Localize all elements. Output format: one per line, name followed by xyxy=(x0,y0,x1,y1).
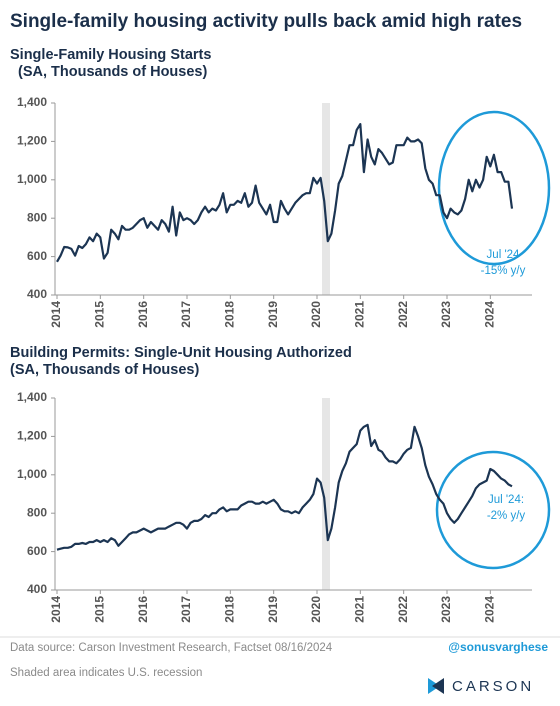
line xyxy=(56,123,514,263)
x-tick-label: 2017 xyxy=(179,301,193,328)
y-tick-label: 1,200 xyxy=(17,429,47,443)
annotation: -15% y/y xyxy=(481,265,526,277)
x-tick-label: 2022 xyxy=(396,596,410,623)
x-tick-label: 2015 xyxy=(93,596,107,623)
x-tick-label: 2014 xyxy=(49,301,63,328)
recession-shade xyxy=(322,103,330,295)
logo: CARSON xyxy=(428,678,534,695)
highlight-ellipse xyxy=(435,450,551,570)
handle: @sonusvarghese xyxy=(448,640,548,654)
x-tick-label: 2015 xyxy=(93,301,107,328)
x-tick-label: 2016 xyxy=(136,596,150,623)
x-tick-label: 2017 xyxy=(179,596,193,623)
x-tick-label: 2020 xyxy=(309,596,323,623)
logo-mark xyxy=(432,678,444,694)
x-tick-label: 2019 xyxy=(266,596,280,623)
x-tick-label: 2021 xyxy=(353,301,367,328)
x-tick-label: 2022 xyxy=(396,301,410,328)
y-tick-label: 400 xyxy=(27,287,47,301)
annotation: Jul '24: xyxy=(488,494,524,506)
chart-subtitle: (SA, Thousands of Houses) xyxy=(18,64,207,80)
x-tick-label: 2014 xyxy=(49,596,63,623)
chart-title: Single-Family Housing Starts xyxy=(10,47,211,63)
y-tick-label: 1,200 xyxy=(17,134,47,148)
x-tick-label: 2018 xyxy=(223,596,237,623)
y-tick-label: 1,400 xyxy=(17,95,47,109)
x-tick-label: 2016 xyxy=(136,301,150,328)
x-tick-label: 2020 xyxy=(309,301,323,328)
y-tick-label: 400 xyxy=(27,582,47,596)
chart-title: Building Permits: Single-Unit Housing Au… xyxy=(10,345,352,361)
y-tick-label: 1,000 xyxy=(17,172,47,186)
recession-shade xyxy=(322,398,330,590)
y-tick-label: 600 xyxy=(27,249,47,263)
highlight-ellipse xyxy=(437,110,551,266)
y-tick-label: 800 xyxy=(27,505,47,519)
y-tick-label: 1,400 xyxy=(17,390,47,404)
line xyxy=(56,423,513,551)
x-tick-label: 2024 xyxy=(483,301,497,328)
x-tick-label: 2023 xyxy=(439,596,453,623)
x-tick-label: 2023 xyxy=(439,301,453,328)
note: Shaded area indicates U.S. recession xyxy=(10,667,202,679)
source: Data source: Carson Investment Research,… xyxy=(10,642,333,654)
x-tick-label: 2019 xyxy=(266,301,280,328)
chart-subtitle: (SA, Thousands of Houses) xyxy=(10,362,199,378)
x-tick-label: 2021 xyxy=(353,596,367,623)
brand: CARSON xyxy=(452,678,534,695)
page-title: Single-family housing activity pulls bac… xyxy=(10,11,522,32)
annotation: -2% y/y xyxy=(487,510,526,522)
y-tick-label: 1,000 xyxy=(17,467,47,481)
x-tick-label: 2024 xyxy=(483,596,497,623)
y-tick-label: 600 xyxy=(27,544,47,558)
y-tick-label: 800 xyxy=(27,210,47,224)
x-tick-label: 2018 xyxy=(223,301,237,328)
annotation: Jul '24 xyxy=(487,249,520,261)
